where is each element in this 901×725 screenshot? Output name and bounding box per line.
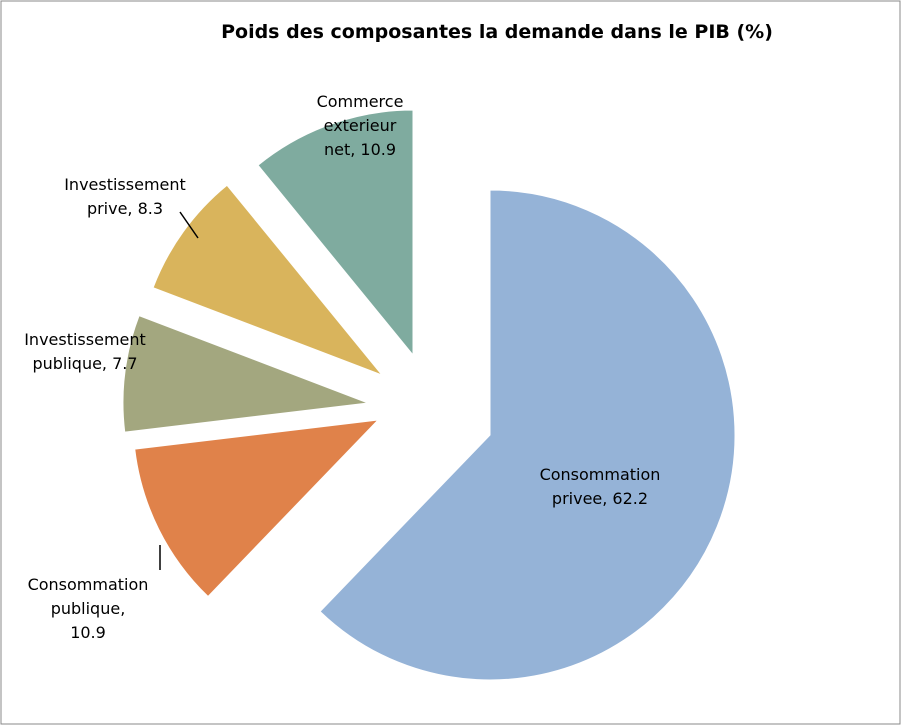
chart-title: Poids des composantes la demande dans le… xyxy=(221,21,773,43)
pie-slice xyxy=(319,189,736,681)
pie-slice xyxy=(257,109,414,357)
pie-slice xyxy=(152,184,384,377)
data-label: Consommation privee, 62.2 xyxy=(540,465,661,508)
data-label: Investissement prive, 8.3 xyxy=(64,175,186,218)
pie-slice xyxy=(122,315,369,433)
data-label: Commerce exterieur net, 10.9 xyxy=(317,92,404,159)
leader-line xyxy=(179,211,199,239)
data-label: Investissement publique, 7.7 xyxy=(24,330,146,373)
pie-slice xyxy=(134,419,380,598)
data-label: Consommation publique, 10.9 xyxy=(28,575,149,642)
